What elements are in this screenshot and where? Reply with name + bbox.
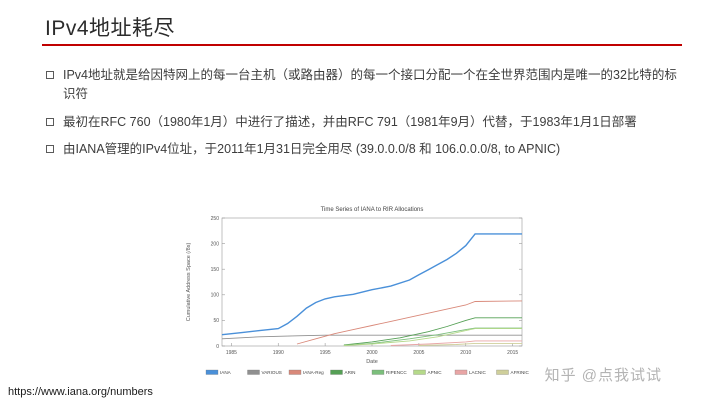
svg-text:Cumulative Address Space (/8s): Cumulative Address Space (/8s) [186, 243, 192, 322]
svg-text:1995: 1995 [320, 350, 331, 356]
svg-text:AFRINIC: AFRINIC [511, 370, 530, 375]
square-bullet-icon [46, 71, 54, 79]
source-url: https://www.iana.org/numbers [8, 386, 153, 398]
svg-text:0: 0 [216, 344, 219, 350]
iana-allocations-chart: 0 50 100 150 200 250 1985 1990 1995 2000 2005 2010 2… [180, 202, 540, 388]
square-bullet-icon [46, 117, 54, 126]
svg-text:IANA: IANA [220, 370, 232, 375]
svg-text:2005: 2005 [413, 350, 424, 356]
bullet-text: IPv4地址就是给因特网上的每一台主机（或路由器）的每一个接口分配一个在全世界范… [63, 68, 677, 101]
svg-text:APNIC: APNIC [428, 370, 443, 375]
svg-text:IANA-Reg: IANA-Reg [303, 370, 324, 375]
svg-text:200: 200 [211, 241, 220, 247]
list-item: 由IANA管理的IPv4位址，于2011年1月31日完全用尽 (39.0.0.0… [46, 140, 678, 159]
bullet-list: IPv4地址就是给因特网上的每一台主机（或路由器）的每一个接口分配一个在全世界范… [46, 66, 678, 168]
svg-text:50: 50 [213, 318, 219, 324]
svg-text:2015: 2015 [507, 350, 518, 356]
svg-text:LACNIC: LACNIC [469, 370, 487, 375]
svg-text:2010: 2010 [460, 350, 471, 356]
bullet-text: 由IANA管理的IPv4位址，于2011年1月31日完全用尽 (39.0.0.0… [63, 142, 561, 157]
svg-text:1990: 1990 [273, 350, 284, 356]
title-accent-rule [42, 44, 682, 46]
svg-text:1985: 1985 [226, 350, 237, 356]
page-title: IPv4地址耗尽 [45, 17, 176, 40]
svg-text:2000: 2000 [366, 350, 377, 356]
svg-text:VARIOUS: VARIOUS [262, 370, 282, 375]
svg-text:150: 150 [211, 267, 220, 273]
time-series-chart-canvas: 0 50 100 150 200 250 1985 1990 1995 2000 2005 2010 2… [186, 207, 530, 375]
list-item: IPv4地址就是给因特网上的每一台主机（或路由器）的每一个接口分配一个在全世界范… [46, 66, 678, 104]
svg-text:Time Series of IANA to RIR All: Time Series of IANA to RIR Allocations [321, 207, 424, 213]
bullet-text: 最初在RFC 760（1980年1月）中进行了描述，并由RFC 791（1981… [63, 114, 637, 129]
svg-text:Date: Date [366, 359, 378, 365]
list-item: 最初在RFC 760（1980年1月）中进行了描述，并由RFC 791（1981… [46, 113, 678, 132]
square-bullet-icon [46, 145, 54, 154]
svg-text:ARIN: ARIN [345, 370, 356, 375]
zhihu-watermark: 知乎 @点我试试 [544, 367, 662, 384]
svg-text:100: 100 [211, 293, 220, 299]
svg-text:RIPENCC: RIPENCC [386, 370, 407, 375]
svg-text:250: 250 [211, 216, 220, 222]
